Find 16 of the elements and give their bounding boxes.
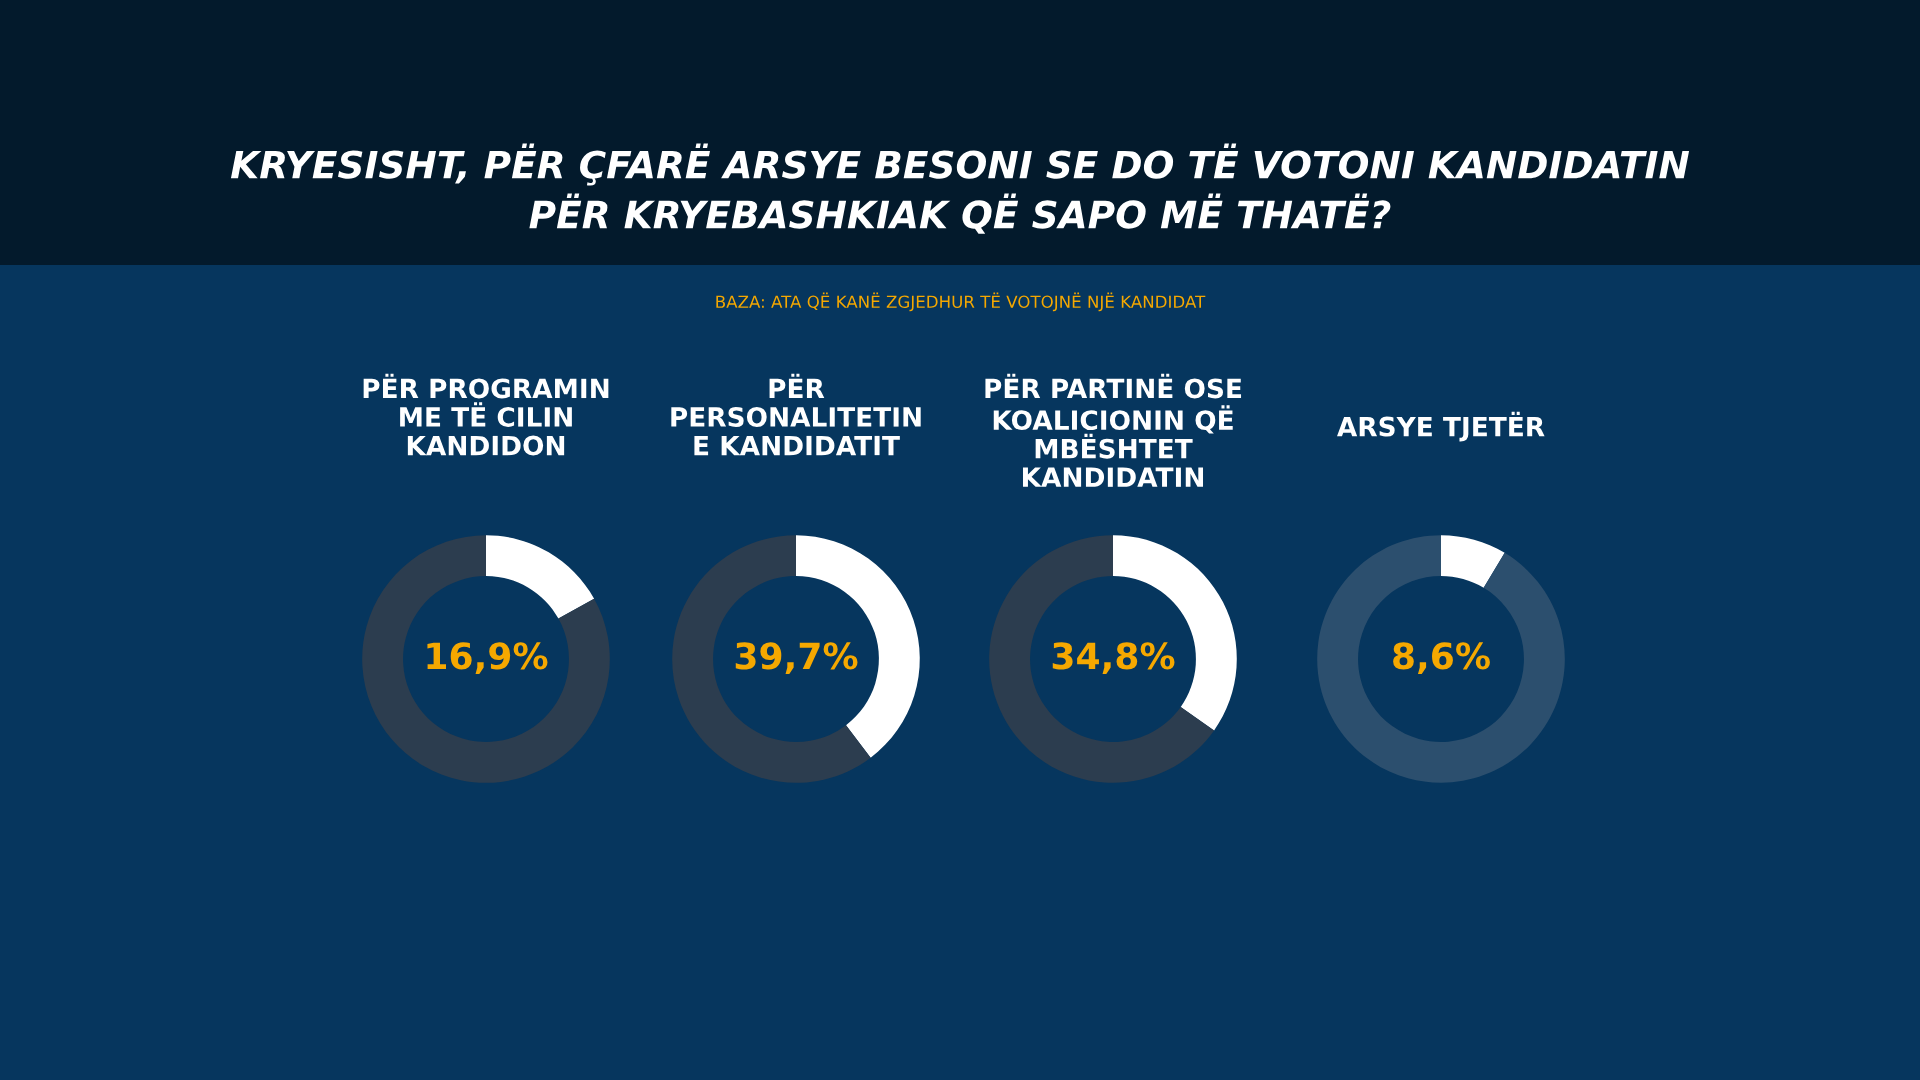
donut-slice (1317, 535, 1565, 783)
data-label: 39,7% (735, 642, 858, 675)
data-label: 34,8% (1052, 642, 1175, 675)
donut-slice (989, 535, 1215, 783)
chart-title: ARSYE TJETËR (1337, 411, 1545, 442)
data-label: 8,6% (1393, 642, 1490, 675)
donut-slice (362, 535, 610, 783)
donut-slice (672, 535, 871, 783)
text: KRYESISHT, PËR ÇFARË ARSYE BESONI SE DO TË VOTONI KANDIDATIN PËR KRYEBASHKIAK QË SAPO MË THATË? (230, 143, 1690, 234)
chart-title: PËR PARTINË OSE KOALICIONIN QË MBËSHTET KANDIDATIN (985, 373, 1242, 487)
donut-slice (486, 535, 595, 619)
donut-slice (1441, 535, 1505, 588)
chart-title: PËR PROGRAMIN ME TË CILIN KANDIDON (363, 373, 609, 456)
text: BAZA: ATA QË KANË ZGJEDHUR TË VOTOJNË NJË KANDIDAT (716, 292, 1206, 312)
data-label: 16,9% (427, 642, 548, 675)
chart-title: PËR PERSONALITETIN E KANDIDATIT (671, 373, 921, 456)
